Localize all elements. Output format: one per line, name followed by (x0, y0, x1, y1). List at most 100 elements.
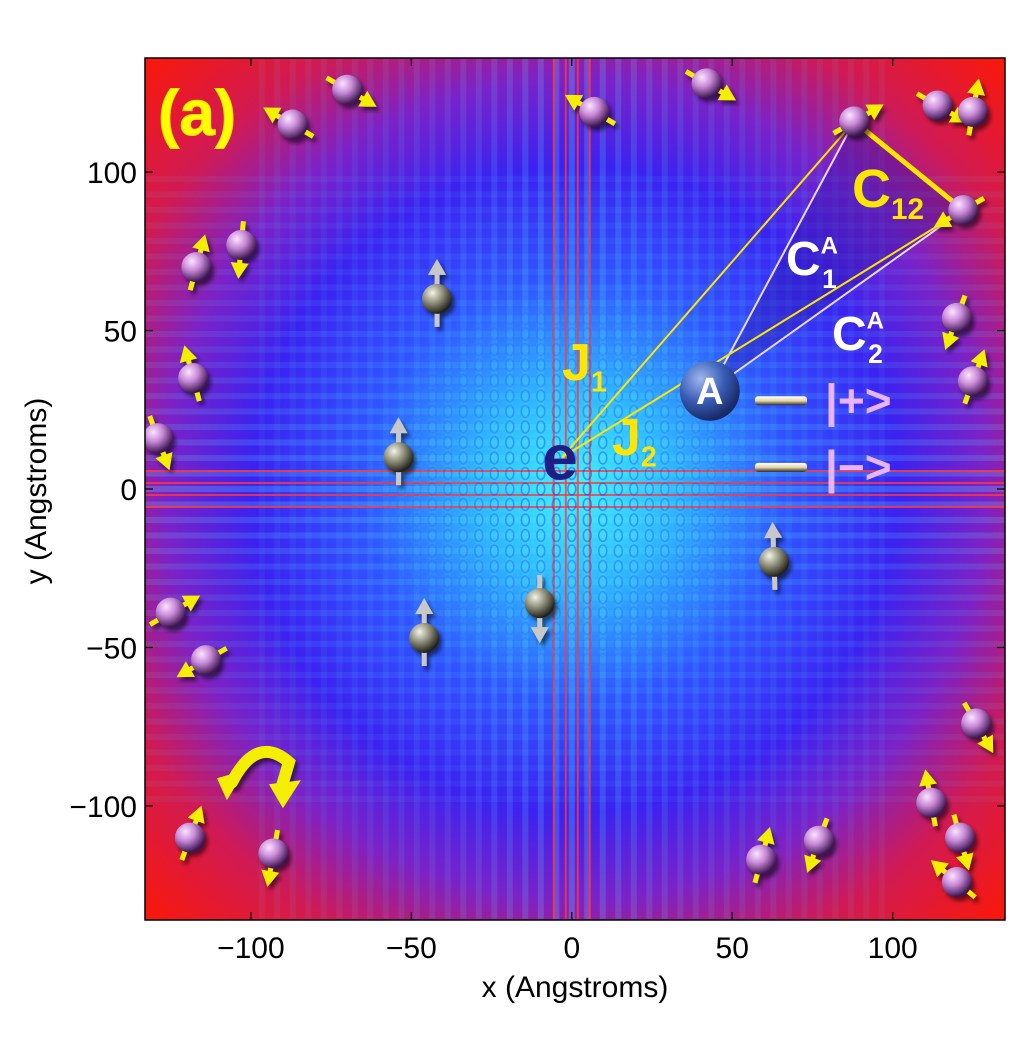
pattern-dot (582, 513, 593, 527)
pattern-dot (504, 327, 515, 341)
pattern-dot (489, 606, 500, 620)
spin-ball (916, 787, 947, 818)
spin-ball (258, 838, 289, 869)
host-spin (957, 349, 988, 405)
pattern-dot (411, 590, 422, 605)
pattern-dot (504, 435, 515, 450)
spin-ball (948, 195, 979, 226)
pattern-dot (721, 544, 732, 558)
pattern-dot (442, 637, 453, 651)
pattern-dot (566, 296, 577, 310)
pattern-dot (520, 435, 531, 450)
pattern-dot (706, 544, 717, 558)
pattern-dot (644, 668, 655, 682)
pattern-dot (659, 513, 670, 527)
host-spin (746, 826, 777, 884)
pattern-dot (597, 606, 608, 620)
pattern-dot (582, 559, 593, 574)
pattern-dot (628, 513, 639, 527)
pattern-dot (582, 327, 593, 341)
spin-ball (941, 866, 972, 897)
pattern-dot (411, 466, 422, 481)
pattern-dot (489, 544, 500, 558)
pattern-dot (458, 435, 469, 450)
pattern-dot (473, 497, 484, 512)
pattern-dot (442, 420, 453, 434)
pattern-dot (690, 451, 701, 465)
pattern-dot (520, 575, 531, 589)
spin-ball (174, 822, 205, 853)
pattern-dot (396, 389, 407, 403)
pattern-dot (613, 466, 624, 481)
pattern-dot (504, 482, 515, 496)
spin-arrow-head (530, 627, 549, 644)
spin-ball (945, 822, 976, 853)
pattern-dot (504, 590, 515, 605)
pattern-dot (473, 373, 484, 388)
pattern-dot (551, 466, 562, 481)
pattern-dot (458, 497, 469, 512)
pattern-dot (489, 668, 500, 682)
spin-arrow-head (764, 521, 783, 539)
electron-label: e (542, 421, 578, 493)
y-tick-label: 0 (120, 474, 137, 507)
pattern-dot (396, 528, 407, 543)
impurity-spins (383, 258, 789, 666)
pattern-dot (597, 342, 608, 357)
pattern-dot (659, 420, 670, 434)
pattern-dot (613, 637, 624, 651)
host-spin (564, 94, 617, 127)
host-spin (148, 595, 201, 628)
spin-arrow-head (428, 258, 447, 275)
impurity-spin (409, 597, 440, 666)
pattern-dot (442, 606, 453, 620)
pattern-dot (551, 497, 562, 512)
pattern-dot (752, 404, 763, 419)
pattern-dot (690, 435, 701, 450)
pattern-dot (597, 621, 608, 636)
spin-ball (922, 90, 953, 121)
rotation-arrow-head (268, 780, 301, 809)
pattern-dot (644, 637, 655, 651)
pattern-dot (458, 513, 469, 527)
pattern-dot (628, 451, 639, 465)
x-tick-label: 0 (563, 932, 580, 965)
pattern-dot (551, 420, 562, 434)
host-spin (933, 195, 986, 228)
pattern-dot (752, 513, 763, 527)
pattern-dot (690, 513, 701, 527)
pattern-dot (489, 497, 500, 512)
pattern-dot (675, 559, 686, 574)
host-spin (258, 829, 289, 887)
pattern-dot (659, 606, 670, 620)
spin-arrow-head (230, 262, 249, 279)
spin-ball (145, 423, 173, 454)
pattern-dot (489, 637, 500, 651)
x-tick-label: −100 (217, 932, 285, 965)
pattern-dot (504, 373, 515, 388)
spin-ball (422, 283, 453, 314)
pattern-dot (675, 575, 686, 589)
pattern-dot (551, 544, 562, 558)
pattern-dot (489, 420, 500, 434)
spin-arrow-head (942, 331, 960, 350)
pattern-dot (690, 621, 701, 636)
pattern-dot (613, 482, 624, 496)
pattern-dot (659, 575, 670, 589)
pattern-dot (675, 420, 686, 434)
spin-arrow-head (179, 345, 198, 364)
pattern-dot (473, 342, 484, 357)
pattern-dot (535, 451, 546, 465)
pattern-dot (458, 373, 469, 388)
pattern-dot (504, 311, 515, 326)
pattern-dot (566, 513, 577, 527)
pattern-dot (566, 311, 577, 326)
spin-arrow-head (970, 349, 988, 368)
pattern-dot (473, 327, 484, 341)
pattern-dot (504, 575, 515, 589)
pattern-dot (628, 497, 639, 512)
pattern-dot (520, 451, 531, 465)
x-tick-label: −50 (386, 932, 437, 965)
pattern-dot (566, 466, 577, 481)
pattern-dot (597, 544, 608, 558)
